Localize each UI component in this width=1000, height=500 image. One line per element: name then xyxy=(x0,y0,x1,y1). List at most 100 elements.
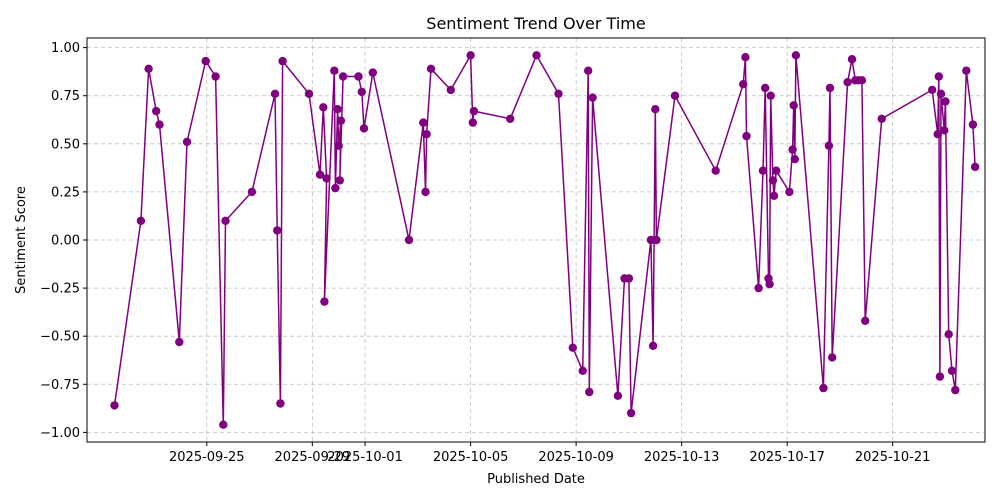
x-tick-label: 2025-10-05 xyxy=(433,450,509,465)
x-tick-label: 2025-09-29 xyxy=(275,450,351,465)
x-tick-label: 2025-10-21 xyxy=(855,450,931,465)
y-tick-label: 0.75 xyxy=(51,89,80,104)
data-point xyxy=(940,126,949,135)
chart-title: Sentiment Trend Over Time xyxy=(426,14,645,33)
data-point xyxy=(554,89,563,99)
data-point xyxy=(155,120,164,129)
data-point xyxy=(421,187,430,197)
data-point xyxy=(466,51,475,60)
data-point xyxy=(765,280,774,289)
data-point xyxy=(219,420,228,429)
data-point xyxy=(758,166,768,175)
data-point xyxy=(613,391,623,400)
data-point xyxy=(446,85,455,95)
data-point xyxy=(935,372,945,381)
data-point xyxy=(766,91,775,100)
y-tick-label: 0.25 xyxy=(51,185,80,200)
data-point xyxy=(152,106,161,116)
data-point xyxy=(584,66,593,75)
data-point xyxy=(824,141,834,150)
data-point xyxy=(144,64,153,74)
data-point xyxy=(947,366,957,375)
data-point xyxy=(828,353,837,362)
data-point xyxy=(568,343,577,352)
data-point xyxy=(711,166,720,175)
y-tick-label: 0.00 xyxy=(51,234,80,249)
data-point xyxy=(276,399,285,408)
data-point xyxy=(968,120,978,129)
data-point xyxy=(788,145,797,154)
data-point xyxy=(532,51,541,60)
data-point xyxy=(506,114,515,124)
data-point xyxy=(789,101,798,110)
data-point xyxy=(322,174,331,183)
data-point xyxy=(970,162,980,172)
data-point xyxy=(761,83,770,93)
data-point xyxy=(359,124,369,133)
y-tick-label: −0.75 xyxy=(40,378,80,393)
x-axis-label: Published Date xyxy=(487,472,585,487)
data-point xyxy=(211,72,220,81)
data-point xyxy=(304,89,314,99)
data-point xyxy=(768,176,778,185)
grid-lines xyxy=(87,38,985,442)
data-point xyxy=(335,176,344,185)
data-point xyxy=(315,170,325,179)
data-point xyxy=(247,187,257,197)
data-point xyxy=(962,66,971,75)
data-point xyxy=(772,166,781,175)
data-point xyxy=(221,216,230,225)
y-tick-label: 0.50 xyxy=(51,137,80,152)
data-point xyxy=(843,78,852,87)
data-point xyxy=(651,105,660,114)
data-point xyxy=(110,401,119,410)
data-point xyxy=(951,385,960,395)
data-point xyxy=(330,66,339,75)
data-point xyxy=(861,316,870,325)
data-point xyxy=(357,87,366,97)
data-point xyxy=(928,85,937,95)
data-point xyxy=(201,56,210,66)
data-point xyxy=(877,114,886,124)
data-point xyxy=(175,337,184,347)
data-point xyxy=(847,55,857,64)
data-point xyxy=(941,97,950,106)
data-point xyxy=(934,72,943,81)
x-tick-label: 2025-10-13 xyxy=(644,450,720,465)
data-point xyxy=(419,118,428,127)
data-point xyxy=(936,89,946,99)
data-point xyxy=(588,93,597,102)
x-tick-label: 2025-10-09 xyxy=(538,450,614,465)
data-point xyxy=(320,297,329,306)
y-tick-label: −0.50 xyxy=(40,330,80,345)
data-point xyxy=(790,155,799,164)
data-point xyxy=(785,187,794,197)
y-tick-label: −1.00 xyxy=(40,426,80,441)
data-point xyxy=(333,105,342,114)
x-tick-label: 2025-10-17 xyxy=(749,450,825,465)
data-point xyxy=(741,53,750,62)
data-point xyxy=(404,235,414,245)
data-point xyxy=(819,383,828,393)
data-point xyxy=(585,387,594,397)
data-point xyxy=(319,103,328,112)
data-point xyxy=(626,408,636,418)
data-point xyxy=(334,141,343,150)
data-point xyxy=(739,80,748,89)
data-point xyxy=(422,130,431,139)
data-point xyxy=(933,130,942,139)
data-point xyxy=(857,76,867,85)
data-point xyxy=(578,366,587,375)
data-point xyxy=(652,235,661,245)
data-point xyxy=(670,91,680,100)
data-point xyxy=(624,274,634,283)
data-point xyxy=(331,183,340,193)
data-point xyxy=(336,116,346,125)
y-tick-label: 1.00 xyxy=(51,41,80,56)
data-series xyxy=(110,51,980,429)
data-point xyxy=(754,283,763,293)
data-point xyxy=(742,131,751,141)
data-point xyxy=(791,51,801,60)
data-point xyxy=(270,89,280,99)
